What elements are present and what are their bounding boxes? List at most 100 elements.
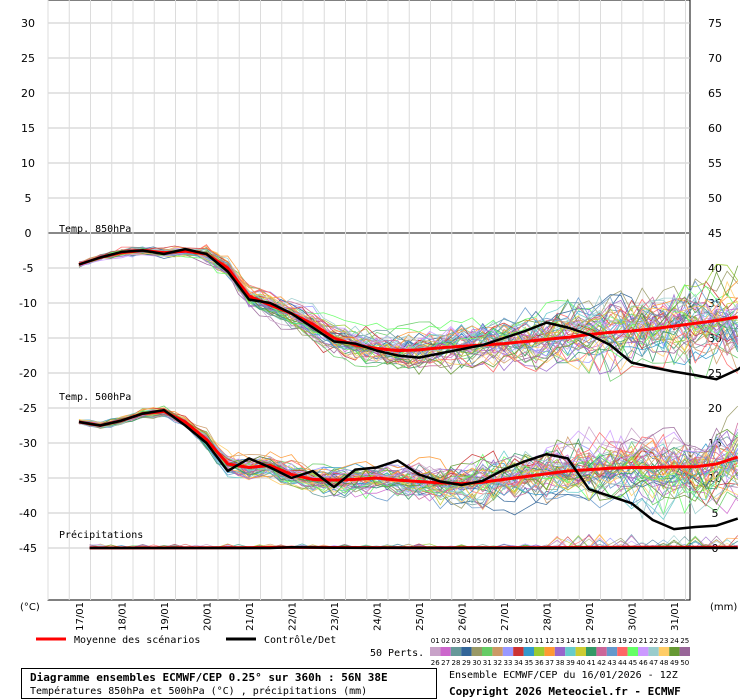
pert-number: 34 bbox=[514, 659, 523, 667]
pert-number: 48 bbox=[660, 659, 669, 667]
left-axis: 30 25 20 15 10 5 0 -5 -10 -15 -20 -25 -30 -35 -40 -45 bbox=[19, 17, 37, 555]
pert-number: 29 bbox=[462, 659, 471, 667]
info-box: Diagramme ensembles ECMWF/CEP 0.25° sur … bbox=[21, 668, 437, 699]
left-tick-label: -45 bbox=[19, 542, 37, 555]
mean-line bbox=[78, 410, 739, 486]
right-tick-label: 65 bbox=[708, 87, 722, 100]
pert-swatch bbox=[638, 647, 649, 656]
diagram-subtitle: Températures 850hPa et 500hPa (°C) , pré… bbox=[30, 686, 368, 697]
pert-swatch bbox=[502, 647, 514, 656]
x-tick-label: 17/01 bbox=[75, 602, 86, 631]
pert-number: 24 bbox=[670, 637, 679, 645]
right-tick-label: 40 bbox=[708, 262, 722, 275]
mean-line bbox=[78, 249, 738, 353]
pert-number: 26 bbox=[431, 659, 440, 667]
left-tick-label: 0 bbox=[25, 227, 32, 240]
pert-number: 14 bbox=[566, 637, 575, 645]
panel-labels: Temp. 850hPa Temp. 500hPa Précipitations bbox=[59, 224, 143, 541]
pert-number: 37 bbox=[545, 659, 554, 667]
pert-number: 30 bbox=[472, 659, 481, 667]
pert-swatch bbox=[523, 647, 534, 656]
diagram-title: Diagramme ensembles ECMWF/CEP 0.25° sur … bbox=[30, 671, 388, 684]
right-tick-label: 50 bbox=[708, 192, 722, 205]
pert-swatch bbox=[617, 647, 628, 656]
legend-mean-label: Moyenne des scénarios bbox=[74, 634, 200, 646]
pert-swatch bbox=[513, 647, 524, 656]
pert-number: 40 bbox=[576, 659, 585, 667]
pert-swatch bbox=[669, 647, 680, 656]
x-tick-label: 23/01 bbox=[330, 602, 341, 631]
pert-swatch bbox=[554, 647, 566, 656]
pert-number: 23 bbox=[660, 637, 669, 645]
right-tick-label: 55 bbox=[708, 157, 722, 170]
pert-number: 20 bbox=[628, 637, 637, 645]
pert-number: 17 bbox=[597, 637, 606, 645]
x-tick-label: 25/01 bbox=[415, 602, 426, 631]
panel-label: Temp. 850hPa bbox=[59, 224, 131, 235]
pert-number: 22 bbox=[649, 637, 658, 645]
x-tick-label: 30/01 bbox=[628, 602, 639, 631]
pert-number: 43 bbox=[608, 659, 617, 667]
right-axis-unit: (mm) bbox=[710, 602, 737, 613]
legend-control-label: Contrôle/Det bbox=[264, 634, 336, 646]
control-line bbox=[78, 247, 740, 381]
plot-frame bbox=[47, 0, 691, 601]
pert-swatch bbox=[596, 647, 607, 656]
pert-swatch bbox=[679, 647, 690, 656]
pert-number: 31 bbox=[483, 659, 492, 667]
pert-swatch bbox=[586, 647, 597, 656]
pert-number: 13 bbox=[556, 637, 565, 645]
pert-number: 50 bbox=[680, 659, 689, 667]
pert-number: 15 bbox=[576, 637, 585, 645]
pert-swatch bbox=[430, 647, 441, 656]
x-tick-label: 22/01 bbox=[288, 602, 299, 631]
pert-swatch bbox=[492, 647, 503, 656]
right-tick-label: 75 bbox=[708, 17, 722, 30]
pert-number: 08 bbox=[504, 637, 513, 645]
ensemble-member-line bbox=[78, 249, 739, 365]
x-tick-label: 31/01 bbox=[670, 602, 681, 631]
right-tick-label: 45 bbox=[708, 227, 722, 240]
pert-number: 25 bbox=[680, 637, 689, 645]
left-tick-label: 10 bbox=[21, 157, 35, 170]
pert-swatch bbox=[658, 647, 670, 656]
run-info: Ensemble ECMWF/CEP du 16/01/2026 - 12Z bbox=[449, 670, 678, 681]
x-axis: 17/01 18/01 19/01 20/01 21/01 22/01 23/01 24/01… bbox=[75, 602, 681, 631]
pert-swatch bbox=[627, 647, 638, 656]
pert-number: 02 bbox=[441, 637, 450, 645]
pert-swatch bbox=[606, 647, 618, 656]
left-tick-label: -20 bbox=[19, 367, 37, 380]
x-tick-label: 24/01 bbox=[373, 602, 384, 631]
x-tick-label: 28/01 bbox=[543, 602, 554, 631]
left-tick-label: -5 bbox=[23, 262, 34, 275]
pert-number: 47 bbox=[649, 659, 658, 667]
right-tick-label: 60 bbox=[708, 122, 722, 135]
left-tick-label: -15 bbox=[19, 332, 37, 345]
pert-swatch bbox=[565, 647, 576, 656]
pert-swatch bbox=[575, 647, 586, 656]
control-line bbox=[78, 408, 739, 531]
x-tick-label: 29/01 bbox=[585, 602, 596, 631]
left-tick-label: -40 bbox=[19, 507, 37, 520]
pert-number: 11 bbox=[535, 637, 544, 645]
pert-swatch bbox=[461, 647, 472, 656]
x-tick-label: 21/01 bbox=[245, 602, 256, 631]
left-axis-unit: (°C) bbox=[20, 602, 40, 613]
pert-number: 38 bbox=[556, 659, 565, 667]
control-line bbox=[89, 545, 738, 550]
pert-swatch bbox=[482, 647, 493, 656]
left-tick-label: 25 bbox=[21, 52, 35, 65]
left-tick-label: 30 bbox=[21, 17, 35, 30]
left-tick-label: -35 bbox=[19, 472, 37, 485]
right-tick-label: 70 bbox=[708, 52, 722, 65]
left-tick-label: -10 bbox=[19, 297, 37, 310]
plot-area bbox=[47, 0, 691, 601]
pert-number: 28 bbox=[452, 659, 461, 667]
pert-swatch bbox=[544, 647, 555, 656]
pert-number: 45 bbox=[628, 659, 637, 667]
pert-number: 04 bbox=[462, 637, 471, 645]
pert-number: 01 bbox=[431, 637, 440, 645]
pert-swatch bbox=[471, 647, 482, 656]
x-tick-label: 27/01 bbox=[500, 602, 511, 631]
panel-label: Temp. 500hPa bbox=[59, 392, 131, 403]
